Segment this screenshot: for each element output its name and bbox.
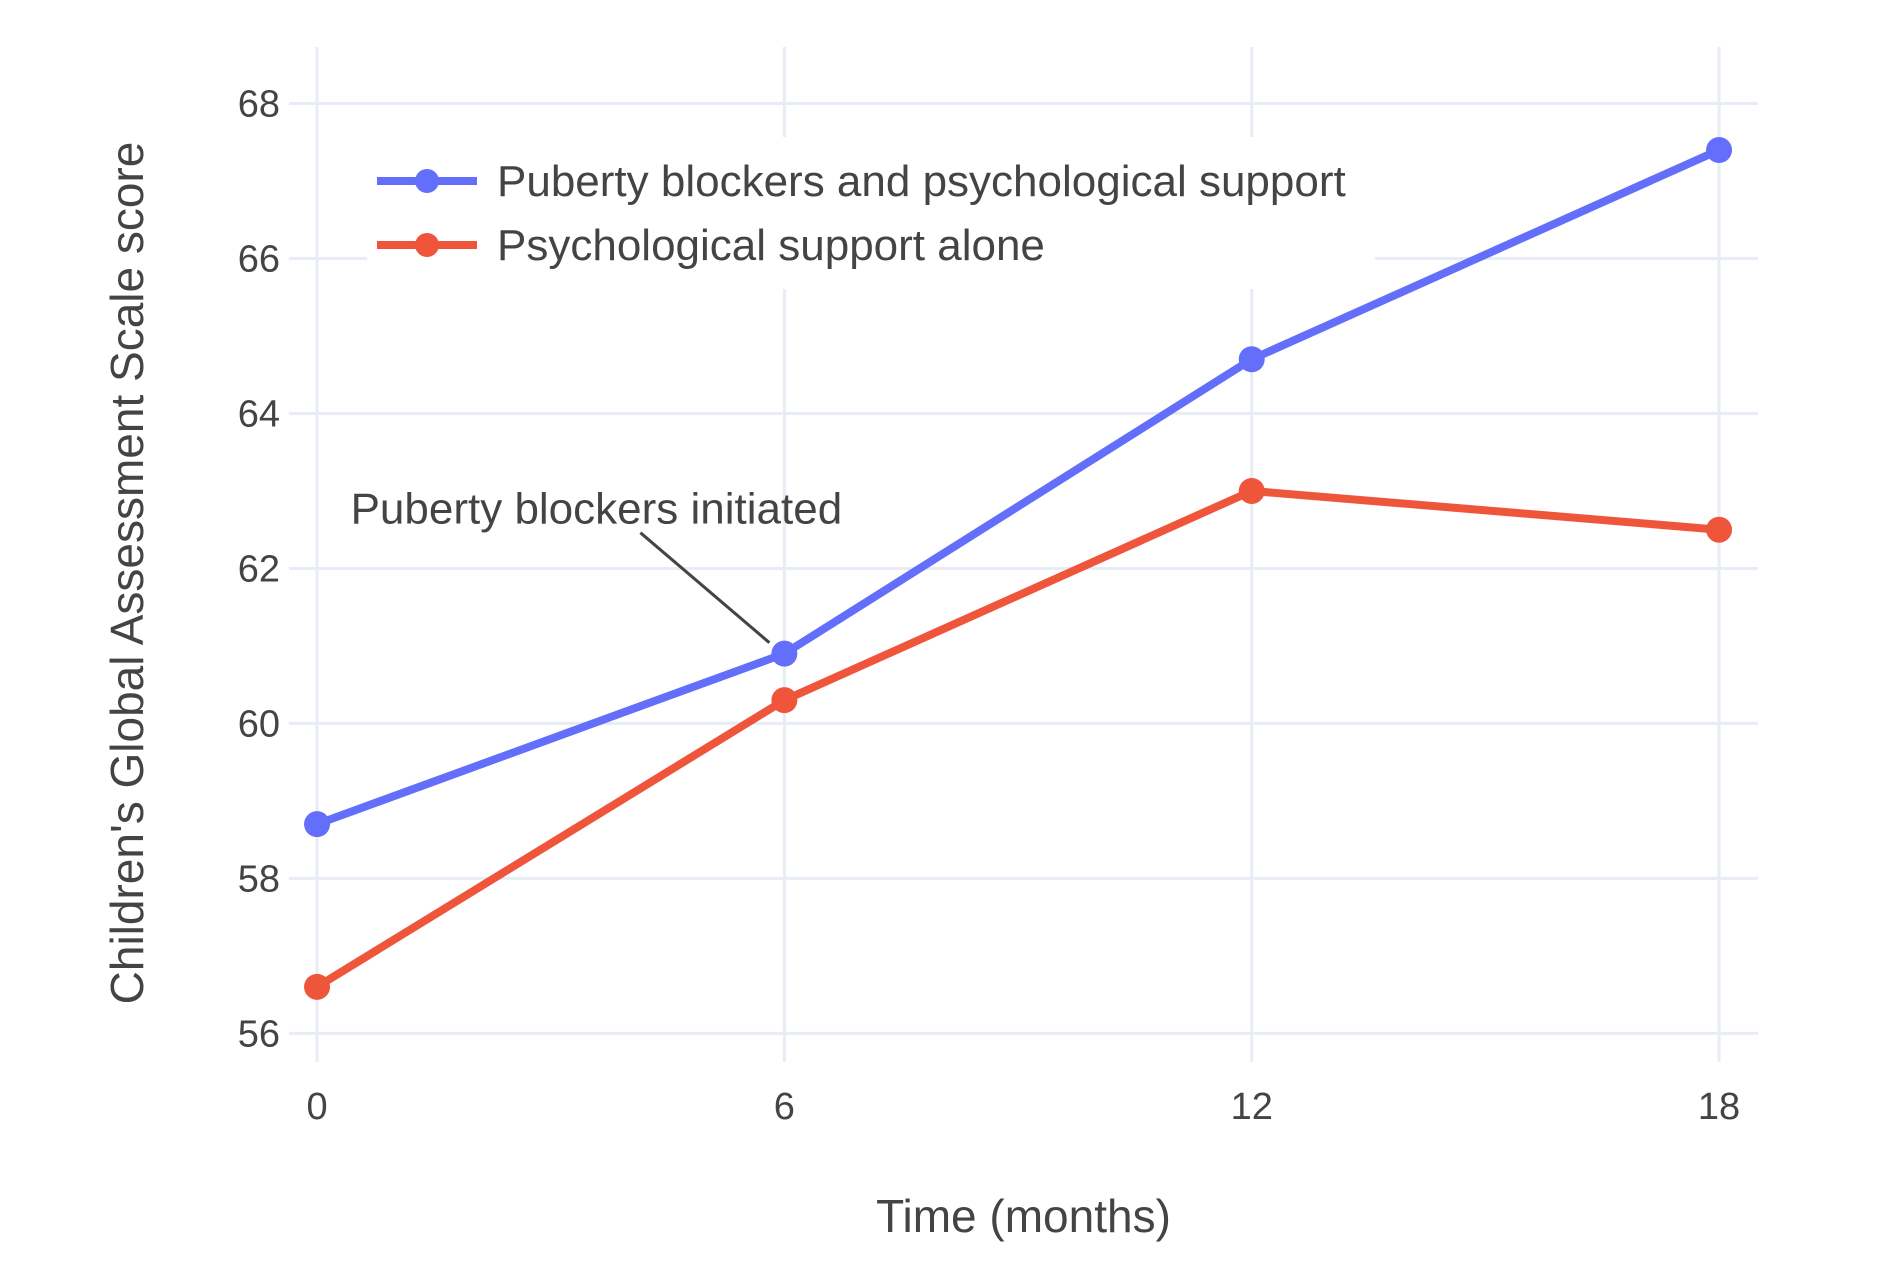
annotation-text: Puberty blockers initiated [351,485,843,534]
annotation: Puberty blockers initiated [351,485,843,644]
x-tick-label-6: 6 [774,1086,795,1128]
tick-labels: 56 58 60 62 64 66 68 0 6 12 18 [238,84,1740,1128]
series-1 [304,477,1733,1000]
series-0 [304,137,1733,838]
data-point-s0-x18[interactable] [1706,137,1733,164]
x-tick-label-12: 12 [1231,1086,1273,1128]
series-line-1 [313,486,1724,991]
data-point-s0-x12[interactable] [1238,346,1265,373]
legend-swatch-marker-0 [415,169,439,193]
data-point-s1-x12[interactable] [1238,477,1265,504]
legend-label-1: Psychological support alone [497,221,1045,270]
y-tick-label-66: 66 [238,239,280,281]
data-point-s1-x0[interactable] [304,973,331,1000]
legend: Puberty blockers and psychological suppo… [367,137,1375,289]
legend-item-1[interactable]: Psychological support alone [377,221,1045,270]
y-tick-label-56: 56 [238,1013,280,1055]
x-tick-label-0: 0 [306,1086,327,1128]
legend-label-0: Puberty blockers and psychological suppo… [497,157,1346,206]
legend-swatch-marker-1 [415,233,439,257]
y-tick-label-64: 64 [238,393,280,435]
y-axis-title: Children's Global Assessment Scale score [101,142,153,1005]
legend-item-0[interactable]: Puberty blockers and psychological suppo… [377,157,1346,206]
legend-background [367,137,1375,289]
y-tick-label-68: 68 [238,84,280,126]
y-tick-label-62: 62 [238,548,280,590]
x-tick-label-18: 18 [1698,1086,1740,1128]
annotation-pointer-line [639,531,771,644]
data-point-s0-x6[interactable] [771,640,798,667]
data-point-s1-x18[interactable] [1706,516,1733,543]
series-line-0 [313,146,1724,829]
y-tick-label-60: 60 [238,703,280,745]
y-tick-label-58: 58 [238,858,280,900]
data-point-s0-x0[interactable] [304,811,331,838]
data-point-s1-x6[interactable] [771,687,798,714]
x-axis-title: Time (months) [876,1190,1171,1242]
